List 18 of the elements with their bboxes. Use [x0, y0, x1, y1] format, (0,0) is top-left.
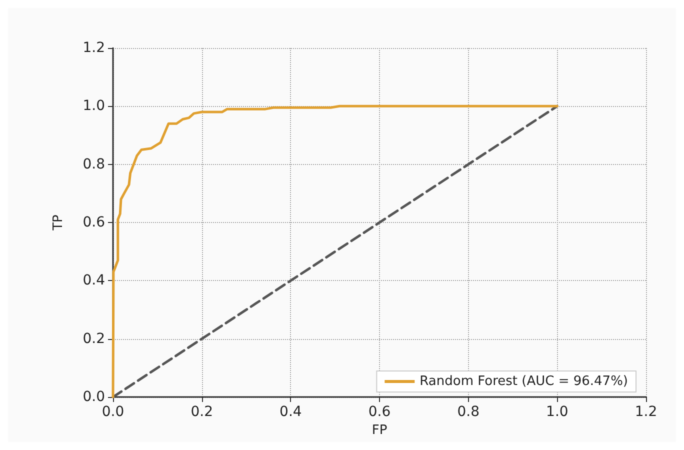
x-tick-label: 0.4 [280, 404, 302, 420]
x-tick-label: 1.2 [634, 404, 658, 420]
y-tick-label: 0.8 [82, 156, 105, 172]
x-tick-label: 0.0 [102, 404, 124, 420]
y-tick-label: 0.6 [82, 214, 106, 230]
x-axis-title: FP [372, 422, 388, 438]
x-tick-label: 1.0 [546, 404, 568, 420]
line-series [112, 104, 558, 398]
y-tick-label: 1.0 [82, 98, 105, 114]
x-tick-label: 0.8 [457, 404, 480, 420]
y-tick-label: 0.4 [82, 272, 106, 289]
y-axis-title: TP [51, 214, 66, 232]
x-tick-label: 0.6 [368, 404, 391, 420]
y-tick-label: 0.0 [82, 389, 105, 405]
y-tick-label: 0.2 [82, 330, 105, 347]
y-tick-label: 1.2 [82, 40, 105, 56]
x-tick-label: 0.2 [190, 404, 213, 420]
legend-label: Random Forest (AUC = 96.47%) [420, 374, 628, 389]
